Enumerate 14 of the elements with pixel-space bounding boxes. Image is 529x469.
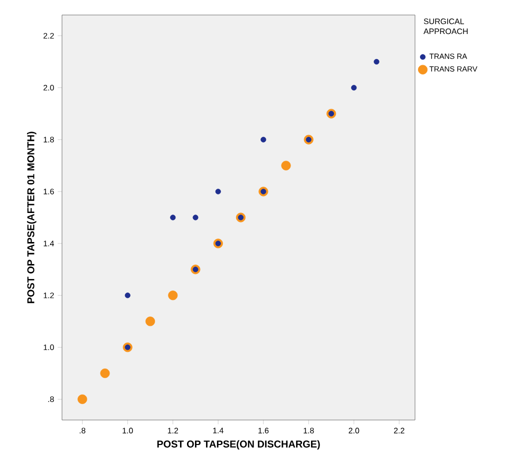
point [281,160,291,170]
point [215,188,221,194]
point [124,292,130,298]
y-axis-title: POST OP TAPSE(AFTER 01 MONTH) [27,132,36,304]
point [78,394,88,404]
point [260,136,266,142]
x-axis-title: POST OP TAPSE(ON DISCHARGE) [157,440,320,450]
point [170,214,176,220]
point [192,214,198,220]
point [100,368,110,378]
point [374,58,380,65]
point [351,84,357,90]
point [145,316,156,326]
point [168,290,178,300]
